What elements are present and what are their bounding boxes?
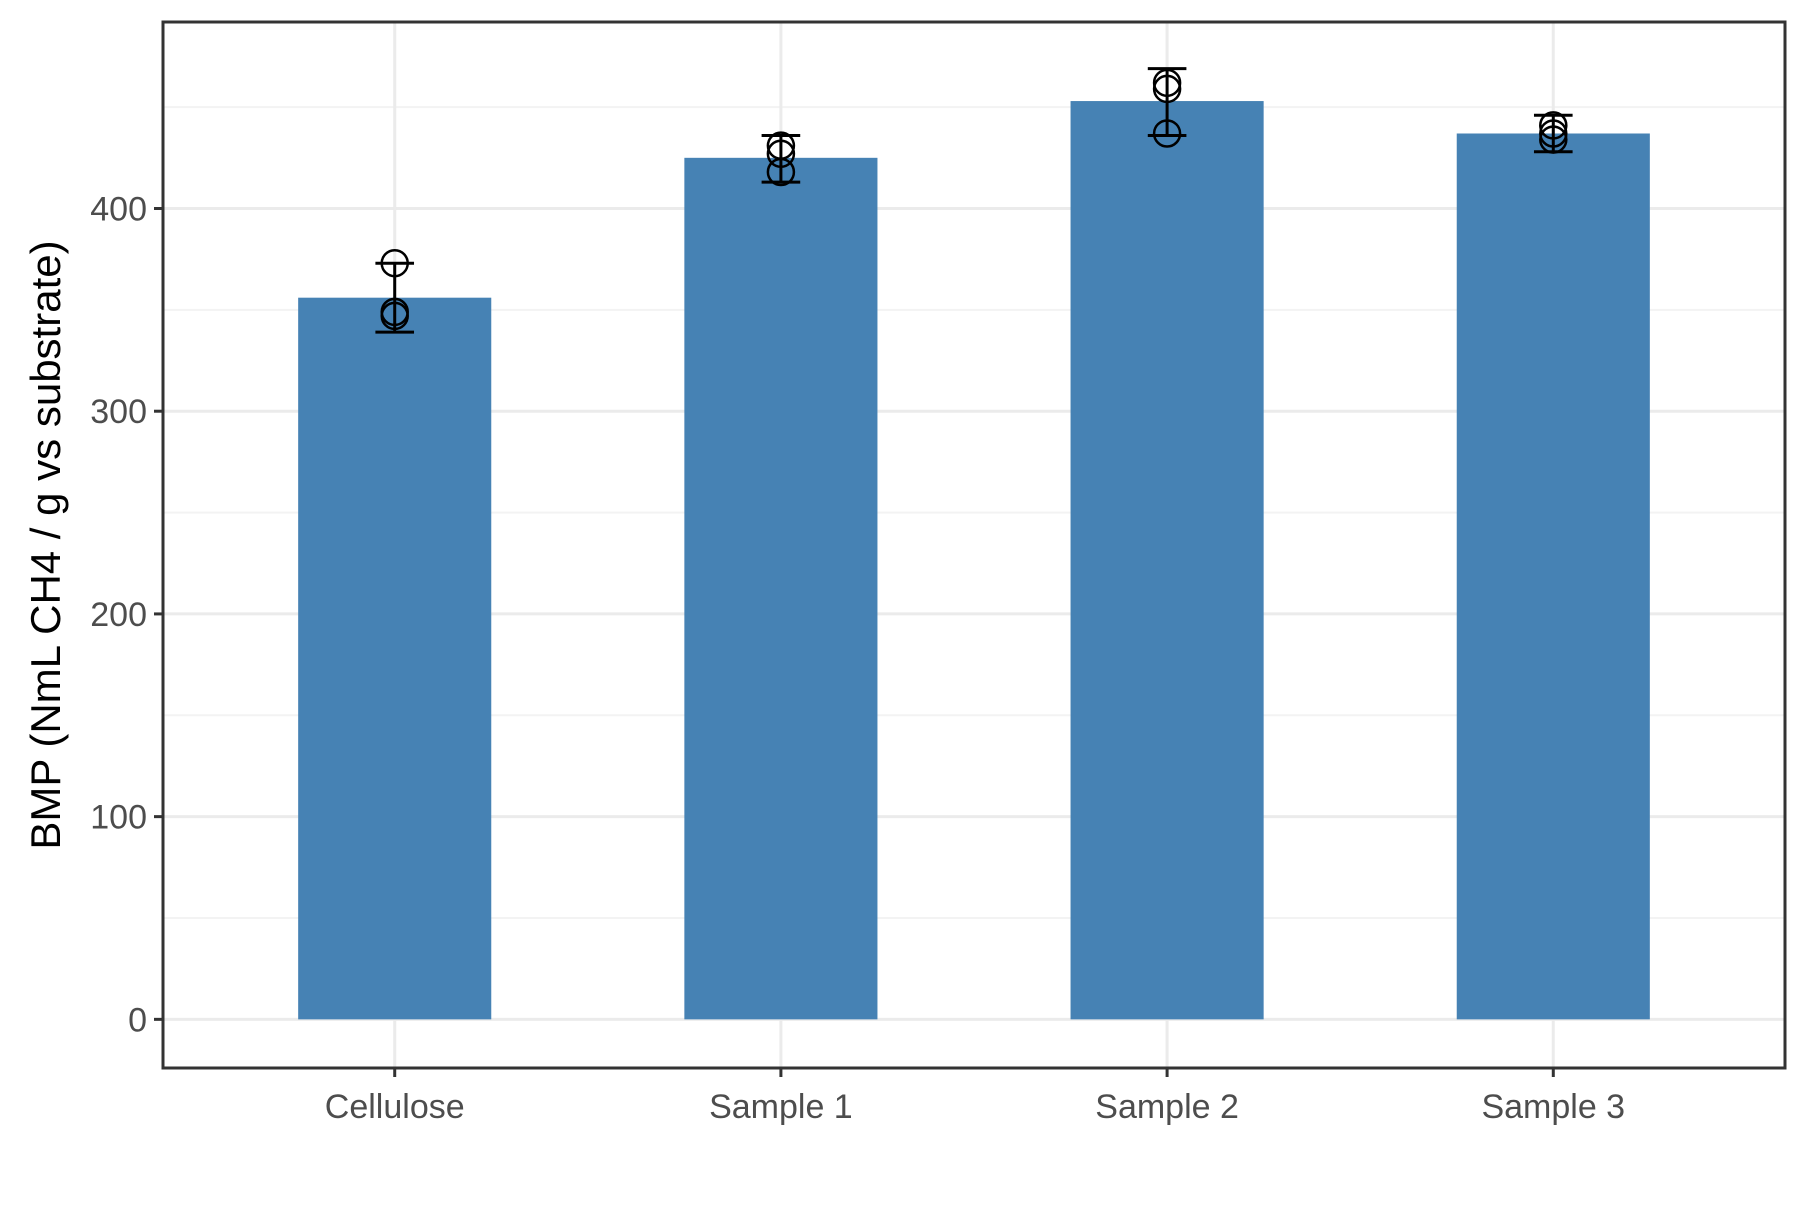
replicate-point <box>1152 74 1182 104</box>
y-tick-label: 200 <box>90 596 147 634</box>
x-tick-label: Sample 1 <box>709 1088 853 1126</box>
replicate-point <box>1152 68 1182 98</box>
replicate-point <box>380 248 409 278</box>
y-tick-label: 300 <box>90 393 147 431</box>
x-tick-label: Cellulose <box>325 1088 465 1126</box>
axes: 0 100 200 300 400 Cellulose Sample 1 Sample 2 Sa… <box>90 20 1787 1126</box>
panel-border <box>161 20 1787 1070</box>
replicate-point <box>380 301 409 331</box>
bar-sample-3 <box>1456 133 1650 1020</box>
y-tick-label: 0 <box>128 1001 147 1039</box>
replicate-point <box>1539 119 1568 148</box>
bars <box>298 101 1650 1020</box>
replicate-point <box>766 139 796 169</box>
bar-cellulose <box>298 297 492 1020</box>
bar-sample-1 <box>684 157 878 1020</box>
x-tick-label: Sample 3 <box>1481 1088 1625 1126</box>
replicate-points <box>380 68 1568 331</box>
y-axis-title: BMP (NmL CH4 / g vs substrate) <box>22 240 69 849</box>
x-tick-label: Sample 2 <box>1095 1088 1239 1126</box>
replicate-point <box>1539 125 1568 154</box>
replicate-point <box>766 157 796 187</box>
y-tick-label: 100 <box>90 799 147 837</box>
replicate-point <box>1539 111 1568 140</box>
error-bars <box>375 67 1573 334</box>
y-tick-label: 400 <box>90 190 147 228</box>
replicate-point <box>1152 119 1182 148</box>
bar-sample-2 <box>1070 101 1264 1020</box>
